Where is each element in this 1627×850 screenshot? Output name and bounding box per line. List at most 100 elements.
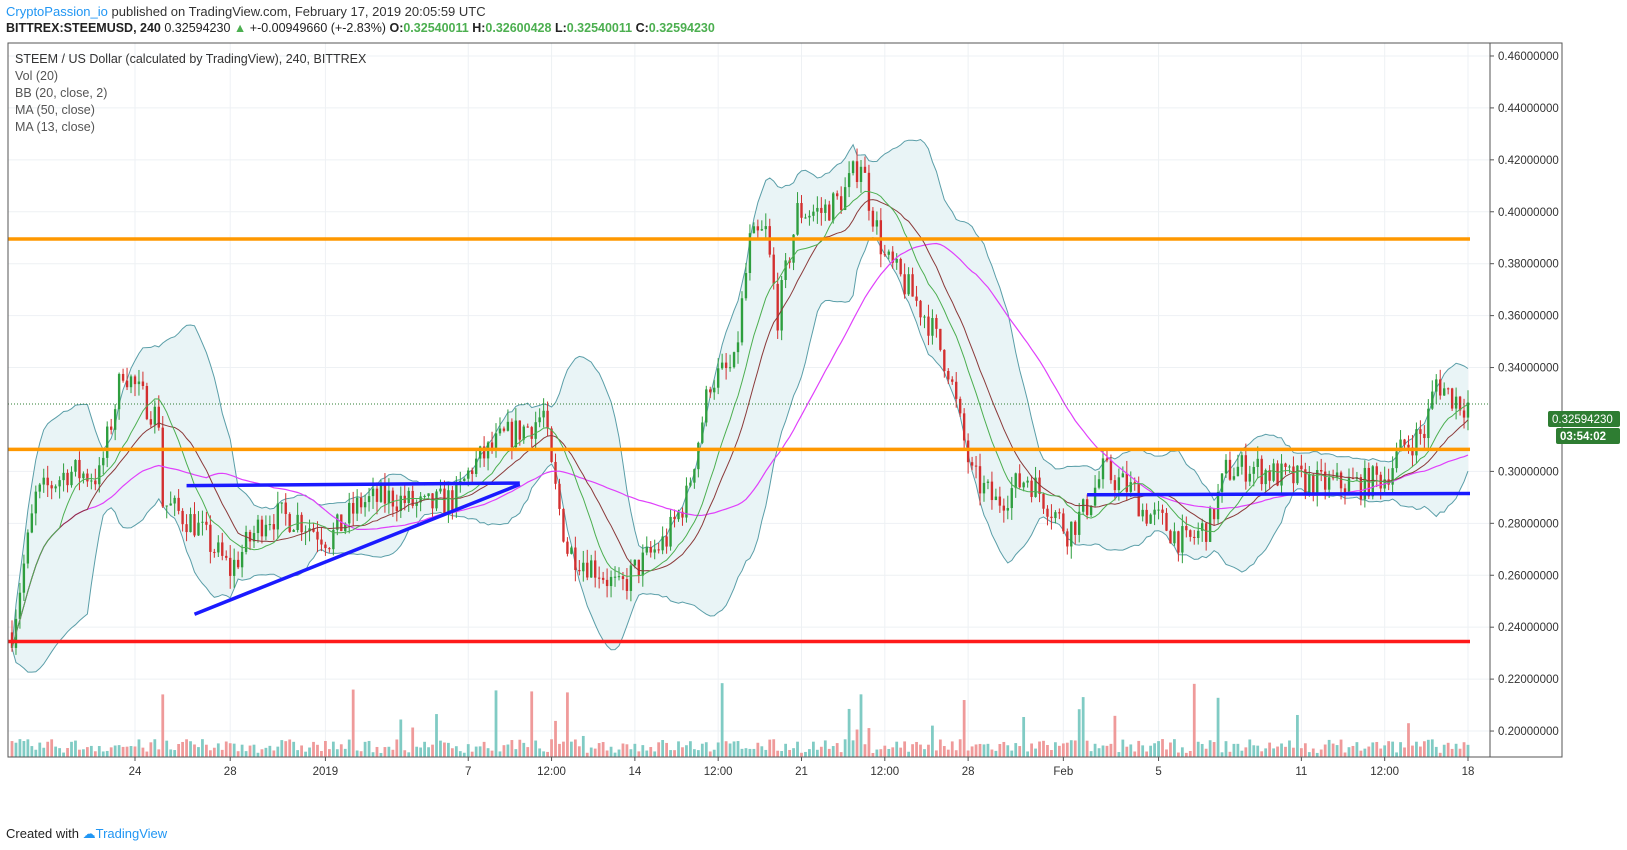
volume-bar bbox=[534, 740, 538, 757]
volume-bar bbox=[1173, 739, 1176, 757]
x-tick-label: 12:00 bbox=[704, 766, 733, 778]
candle-body bbox=[1423, 433, 1426, 439]
candle-body bbox=[1240, 455, 1244, 467]
candle-body bbox=[117, 373, 121, 410]
candle-body bbox=[1256, 458, 1259, 467]
x-tick-label: 2019 bbox=[313, 766, 339, 778]
volume-bar bbox=[197, 747, 200, 757]
volume-bar bbox=[566, 692, 569, 757]
volume-bar bbox=[66, 748, 69, 757]
tradingview-link[interactable]: TradingView bbox=[95, 826, 168, 841]
candle-body bbox=[1228, 459, 1232, 480]
candle-body bbox=[1066, 531, 1069, 547]
volume-bar bbox=[645, 750, 649, 757]
volume-bar bbox=[1355, 742, 1359, 757]
candle-body bbox=[221, 542, 224, 556]
candle-body bbox=[383, 484, 387, 504]
candle-body bbox=[367, 496, 371, 503]
candle-body bbox=[661, 536, 664, 551]
candle-body bbox=[851, 161, 855, 174]
candle-body bbox=[594, 560, 597, 578]
blue-trend-line[interactable] bbox=[1087, 491, 1471, 497]
blue-trend-line[interactable] bbox=[193, 482, 521, 616]
candle-body bbox=[514, 420, 518, 448]
volume-bar bbox=[62, 752, 65, 757]
volume-bar bbox=[26, 739, 30, 757]
candle-body bbox=[804, 217, 807, 219]
volume-bar bbox=[1065, 742, 1069, 757]
volume-bar bbox=[665, 742, 668, 757]
volume-bar bbox=[427, 747, 430, 757]
volume-bar bbox=[1069, 740, 1073, 757]
candle-body bbox=[1359, 477, 1363, 500]
candle-body bbox=[1407, 444, 1410, 448]
volume-bar bbox=[173, 750, 177, 757]
volume-bar bbox=[831, 746, 835, 757]
volume-bar bbox=[546, 751, 549, 757]
candle-body bbox=[225, 555, 228, 558]
x-tick-label: 28 bbox=[962, 766, 975, 778]
volume-bar bbox=[1077, 709, 1081, 757]
volume-bar bbox=[938, 739, 942, 757]
candle-body bbox=[1093, 487, 1097, 506]
legend-vol: Vol (20) bbox=[15, 69, 58, 83]
candle-body bbox=[213, 551, 216, 553]
volume-bar bbox=[121, 746, 125, 757]
created-with-label: Created with bbox=[6, 826, 79, 841]
volume-bar bbox=[205, 744, 208, 757]
volume-bar bbox=[970, 746, 974, 757]
volume-bar bbox=[1224, 741, 1228, 757]
candle-body bbox=[982, 482, 986, 494]
candle-body bbox=[1248, 473, 1251, 482]
blue-trend-line[interactable] bbox=[186, 481, 520, 488]
candle-body bbox=[149, 419, 153, 425]
bb-lower bbox=[11, 237, 1469, 673]
candle-body bbox=[236, 559, 240, 568]
volume-bar bbox=[149, 742, 153, 757]
volume-bar bbox=[887, 748, 891, 757]
candle-body bbox=[1371, 466, 1374, 497]
volume-bar bbox=[903, 741, 907, 757]
candle-body bbox=[463, 478, 466, 481]
time-axis[interactable]: 24 28 2019 7 12:00 14 12:00 21 12:00 28 Feb 5 11 12:0… bbox=[129, 757, 1475, 778]
candle-body bbox=[927, 316, 930, 336]
candle-body bbox=[467, 470, 470, 479]
volume-bar bbox=[1323, 744, 1327, 757]
candle-body bbox=[1300, 465, 1303, 470]
candle-body bbox=[1062, 513, 1065, 532]
candle-body bbox=[70, 471, 73, 486]
candle-body bbox=[760, 229, 764, 231]
candle-body bbox=[570, 547, 573, 554]
candle-body bbox=[1331, 477, 1335, 479]
author-link[interactable]: CryptoPassion_io bbox=[6, 4, 108, 19]
candle-body bbox=[125, 380, 129, 388]
volume-bar bbox=[109, 747, 113, 757]
candle-body bbox=[919, 300, 922, 318]
volume-bar bbox=[145, 751, 149, 757]
candle-body bbox=[578, 570, 581, 572]
volume-bar bbox=[498, 751, 502, 757]
volume-bar bbox=[776, 750, 780, 757]
volume-bar bbox=[998, 744, 1002, 757]
candle-body bbox=[173, 497, 176, 504]
volume-bar bbox=[851, 740, 855, 757]
candle-body bbox=[915, 296, 918, 301]
candle-body bbox=[439, 488, 442, 492]
candle-body bbox=[1078, 511, 1081, 535]
volume-bar bbox=[1192, 683, 1196, 757]
footer: Created with ☁TradingView bbox=[6, 826, 167, 842]
volume-bar bbox=[1200, 743, 1204, 757]
volume-bar bbox=[506, 744, 510, 757]
volume-bar bbox=[1339, 739, 1343, 757]
candle-body bbox=[26, 532, 30, 564]
candle-body bbox=[994, 496, 998, 501]
candle-body bbox=[1375, 466, 1378, 475]
volume-bar bbox=[93, 751, 97, 757]
candle-body bbox=[348, 502, 351, 524]
price-axis[interactable]: 0.46000000 0.44000000 0.42000000 0.40000000… bbox=[1490, 51, 1559, 738]
bb-fill bbox=[12, 139, 1468, 673]
volume-bar bbox=[875, 749, 879, 757]
candle-body bbox=[185, 524, 188, 533]
volume-bar bbox=[320, 751, 323, 757]
